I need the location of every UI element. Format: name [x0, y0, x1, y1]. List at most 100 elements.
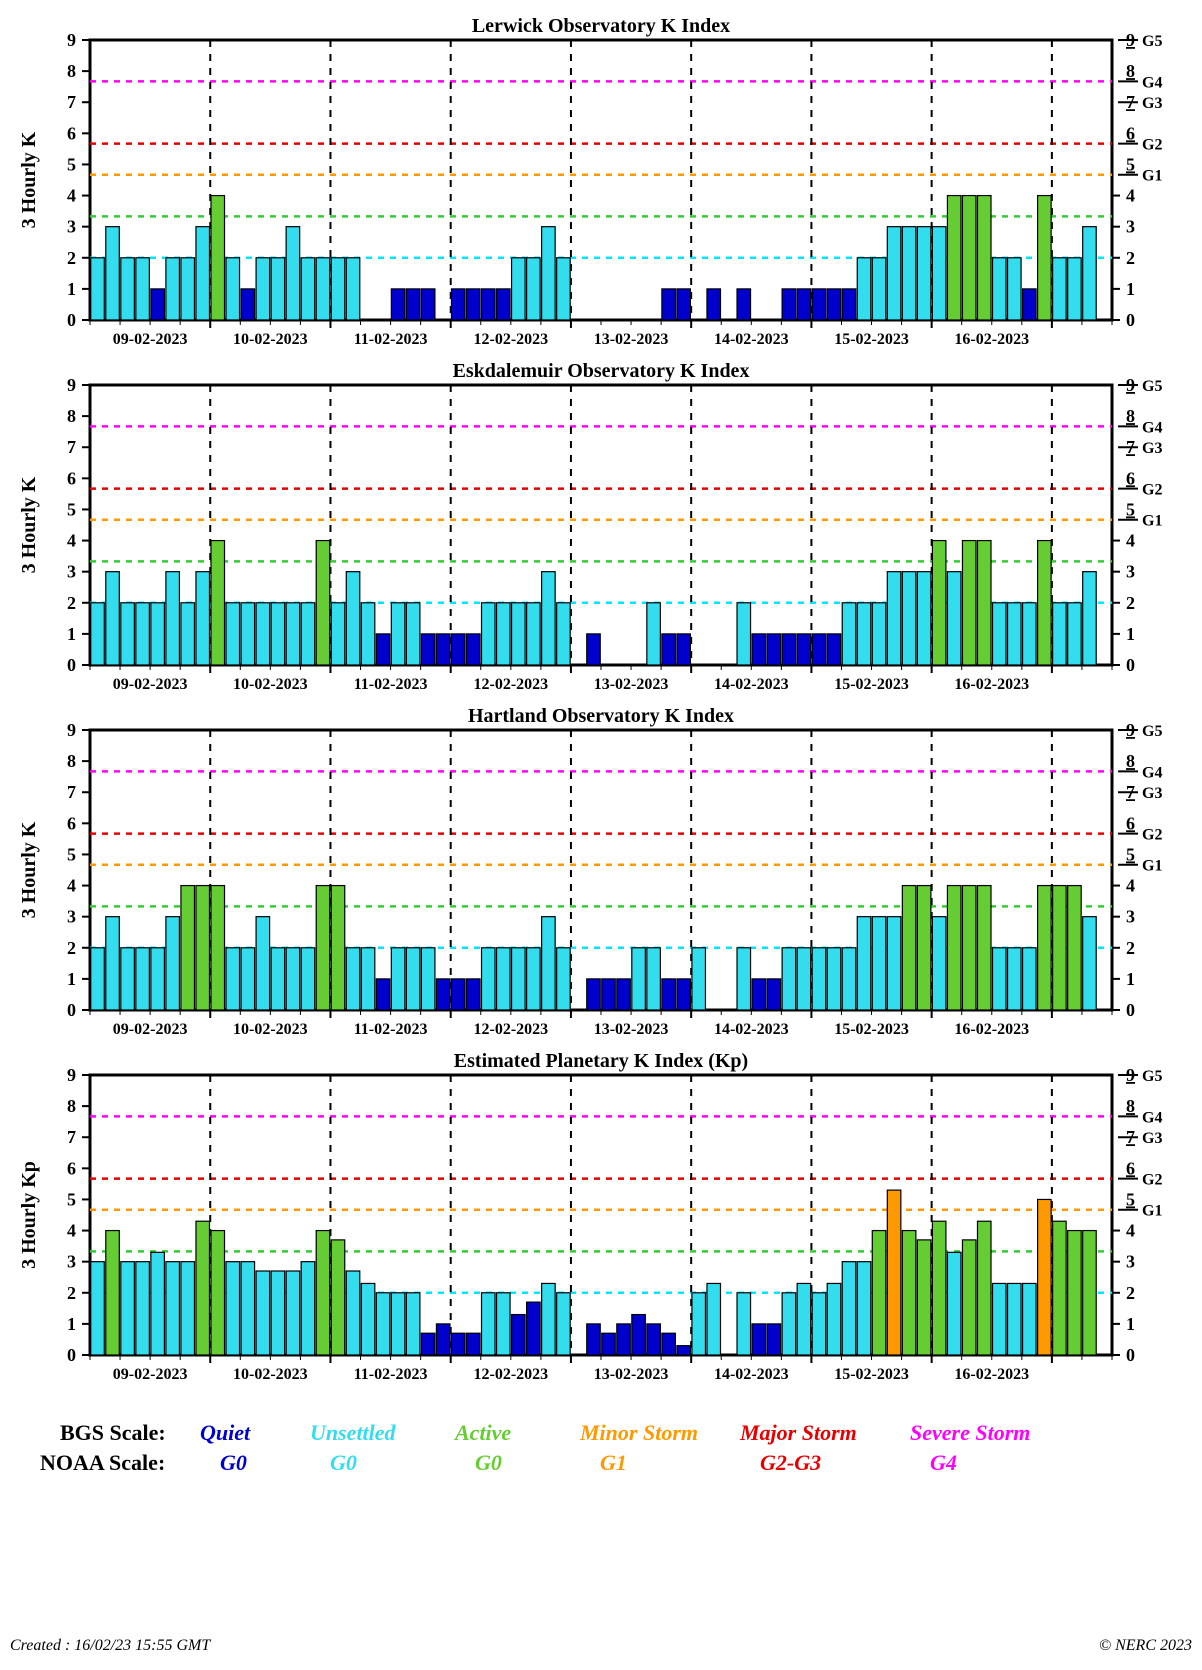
g-scale-label: G2 — [1142, 137, 1162, 154]
k-bar — [962, 1240, 976, 1355]
y-tick-label: 9 — [67, 1065, 76, 1085]
k-bar — [993, 603, 1007, 665]
k-bar — [1023, 289, 1037, 320]
k-bar — [1068, 886, 1082, 1010]
k-bar — [376, 634, 390, 665]
k-bar — [181, 886, 195, 1010]
k-bar — [286, 603, 300, 665]
k-bar — [737, 948, 751, 1010]
k-bar — [181, 1262, 195, 1355]
k-bar — [557, 1293, 571, 1355]
k-bar — [196, 886, 210, 1010]
x-date-label: 12-02-2023 — [473, 331, 548, 348]
k-bar — [256, 603, 270, 665]
y-tick-right: 1 — [1126, 1314, 1135, 1334]
k-bar — [737, 603, 751, 665]
k-bar — [782, 634, 796, 665]
k-bar — [632, 1315, 646, 1355]
k-bar — [361, 948, 375, 1010]
x-date-label: 16-02-2023 — [954, 331, 1029, 348]
k-bar — [451, 634, 465, 665]
k-bar — [993, 948, 1007, 1010]
k-bar — [602, 979, 616, 1010]
k-bar — [857, 1262, 871, 1355]
k-bar — [617, 1324, 631, 1355]
k-bar — [1038, 196, 1052, 320]
g-scale-label: G2 — [1142, 827, 1162, 844]
y-tick-right: 7 — [1126, 437, 1135, 457]
y-tick-label: 5 — [67, 499, 76, 519]
y-tick-right: 2 — [1126, 1283, 1135, 1303]
x-date-label: 15-02-2023 — [834, 331, 909, 348]
y-tick-right: 5 — [1126, 154, 1135, 174]
k-bar — [677, 979, 691, 1010]
k-bar — [391, 603, 405, 665]
k-bar — [1053, 603, 1067, 665]
k-bar — [1038, 886, 1052, 1010]
k-bar — [241, 289, 255, 320]
k-bar — [406, 1293, 420, 1355]
x-date-label: 14-02-2023 — [714, 1021, 789, 1038]
k-bar — [512, 1315, 526, 1355]
k-bar — [947, 1252, 961, 1355]
k-bar — [587, 634, 601, 665]
y-tick-label: 7 — [67, 1127, 76, 1147]
y-tick-right: 2 — [1126, 593, 1135, 613]
x-date-label: 09-02-2023 — [113, 676, 188, 693]
x-date-label: 11-02-2023 — [354, 331, 428, 348]
k-bar — [1008, 1283, 1022, 1355]
k-bar — [812, 948, 826, 1010]
y-tick-label: 5 — [67, 154, 76, 174]
k-bar — [557, 258, 571, 320]
legend-bgs-item: Severe Storm — [910, 1420, 1030, 1445]
k-bar — [512, 258, 526, 320]
y-axis-label: 3 Hourly K — [18, 821, 40, 918]
y-tick-right: 5 — [1126, 844, 1135, 864]
k-bar — [977, 196, 991, 320]
k-bar — [211, 886, 225, 1010]
x-date-label: 09-02-2023 — [113, 1021, 188, 1038]
x-date-label: 09-02-2023 — [113, 1366, 188, 1383]
x-date-label: 11-02-2023 — [354, 676, 428, 693]
k-bar — [662, 1333, 676, 1355]
k-bar — [647, 603, 661, 665]
k-bar — [887, 572, 901, 665]
y-tick-label: 6 — [67, 123, 76, 143]
y-axis-label: 3 Hourly K — [18, 476, 40, 573]
k-bar — [977, 1221, 991, 1355]
legend-noaa-item: G2-G3 — [760, 1450, 821, 1475]
k-bar — [797, 948, 811, 1010]
g-scale-label: G4 — [1142, 764, 1162, 781]
k-bar — [827, 948, 841, 1010]
g-scale-label: G1 — [1142, 858, 1162, 875]
g-scale-label: G4 — [1142, 419, 1162, 436]
k-bar — [827, 289, 841, 320]
y-tick-label: 6 — [67, 813, 76, 833]
k-bar — [196, 572, 210, 665]
k-bar — [391, 948, 405, 1010]
y-tick-label: 4 — [67, 1221, 76, 1241]
k-bar — [301, 948, 315, 1010]
g-scale-label: G3 — [1142, 1130, 1162, 1147]
y-tick-label: 2 — [67, 938, 76, 958]
k-bar — [151, 948, 165, 1010]
y-tick-right: 3 — [1126, 217, 1135, 237]
g-scale-label: G4 — [1142, 74, 1162, 91]
x-date-label: 13-02-2023 — [594, 331, 669, 348]
k-bar — [677, 1346, 691, 1355]
k-bar — [812, 289, 826, 320]
k-bar — [752, 979, 766, 1010]
y-tick-right: 2 — [1126, 248, 1135, 268]
k-bar — [1053, 258, 1067, 320]
y-tick-label: 7 — [67, 437, 76, 457]
legend-bgs-item: Quiet — [200, 1420, 251, 1445]
x-date-label: 12-02-2023 — [473, 1366, 548, 1383]
g-scale-label: G3 — [1142, 785, 1162, 802]
y-tick-right: 4 — [1126, 186, 1135, 206]
y-tick-label: 3 — [67, 217, 76, 237]
y-tick-right: 5 — [1126, 1189, 1135, 1209]
k-bar — [617, 979, 631, 1010]
y-axis-label: 3 Hourly Kp — [18, 1161, 40, 1269]
k-bar — [842, 948, 856, 1010]
k-bar — [121, 258, 135, 320]
